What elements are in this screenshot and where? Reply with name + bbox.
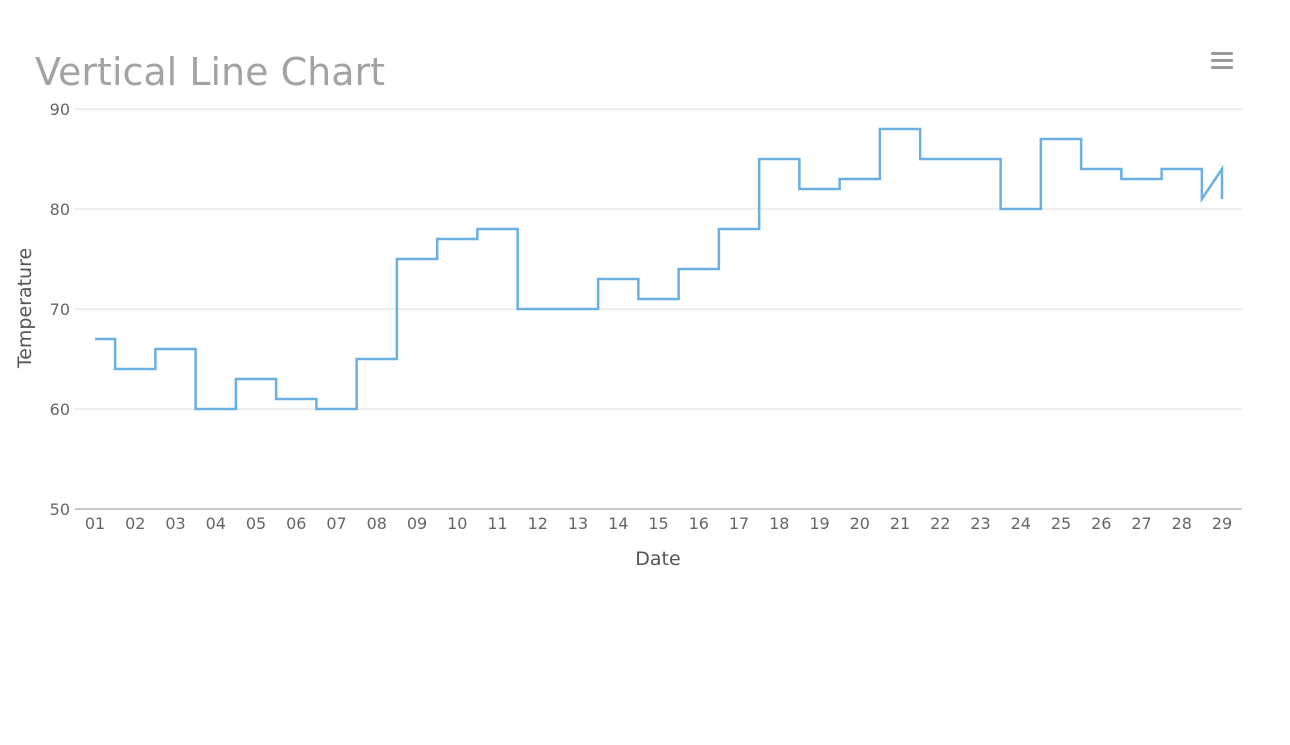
series-line — [95, 127, 1224, 411]
x-tick-label: 26 — [1091, 514, 1111, 533]
data-point[interactable] — [212, 405, 220, 413]
data-point[interactable] — [91, 335, 99, 343]
data-point[interactable] — [172, 345, 180, 353]
x-tick-label: 13 — [568, 514, 588, 533]
x-tick-label: 07 — [326, 514, 346, 533]
x-tick-label: 01 — [85, 514, 105, 533]
y-axis-ticks: 50 60 70 80 90 — [50, 100, 70, 519]
data-point[interactable] — [574, 305, 582, 313]
y-tick-label: 60 — [50, 400, 70, 419]
data-point[interactable] — [896, 125, 904, 133]
hamburger-menu-icon — [1211, 52, 1233, 55]
x-tick-label: 02 — [125, 514, 145, 533]
x-tick-label: 14 — [608, 514, 628, 533]
data-point[interactable] — [936, 155, 944, 163]
data-point[interactable] — [1218, 195, 1226, 203]
grid-lines — [75, 108, 1242, 510]
data-point[interactable] — [1017, 205, 1025, 213]
x-tick-label: 12 — [528, 514, 548, 533]
y-axis-label: Temperature — [14, 248, 36, 369]
data-point[interactable] — [131, 365, 139, 373]
x-tick-label: 11 — [487, 514, 507, 533]
x-tick-label: 06 — [286, 514, 306, 533]
data-point[interactable] — [534, 305, 542, 313]
hamburger-menu-icon-line-2 — [1211, 59, 1233, 62]
x-tick-label: 03 — [165, 514, 185, 533]
x-tick-label: 29 — [1212, 514, 1232, 533]
data-point[interactable] — [775, 155, 783, 163]
y-tick-label: 80 — [50, 200, 70, 219]
data-point[interactable] — [1178, 165, 1186, 173]
data-point[interactable] — [1097, 165, 1105, 173]
data-point[interactable] — [413, 255, 421, 263]
series-temperature — [91, 125, 1226, 413]
data-point[interactable] — [655, 295, 663, 303]
chart-title: Vertical Line Chart — [35, 50, 386, 94]
x-tick-label: 16 — [689, 514, 709, 533]
x-axis-ticks: 01 02 03 04 05 06 07 08 09 10 11 12 13 14 15 16 17 18 19 20… — [85, 514, 1232, 533]
data-point[interactable] — [453, 235, 461, 243]
data-point[interactable] — [695, 265, 703, 273]
x-tick-label: 19 — [809, 514, 829, 533]
y-tick-label: 90 — [50, 100, 70, 119]
data-point[interactable] — [494, 225, 502, 233]
x-tick-label: 23 — [970, 514, 990, 533]
hamburger-menu-icon-line-3 — [1211, 66, 1233, 69]
data-point[interactable] — [373, 355, 381, 363]
x-tick-label: 10 — [447, 514, 467, 533]
x-tick-label: 18 — [769, 514, 789, 533]
x-tick-label: 05 — [246, 514, 266, 533]
data-point[interactable] — [1057, 135, 1065, 143]
data-point[interactable] — [977, 155, 985, 163]
x-tick-label: 22 — [930, 514, 950, 533]
data-point[interactable] — [735, 225, 743, 233]
y-tick-label: 70 — [50, 300, 70, 319]
x-tick-label: 25 — [1051, 514, 1071, 533]
data-point[interactable] — [614, 275, 622, 283]
data-point[interactable] — [816, 185, 824, 193]
data-point[interactable] — [333, 405, 341, 413]
data-point[interactable] — [292, 395, 300, 403]
menu-button[interactable] — [1210, 51, 1234, 71]
x-tick-label: 08 — [367, 514, 387, 533]
y-tick-label: 50 — [50, 500, 70, 519]
x-tick-label: 28 — [1172, 514, 1192, 533]
x-tick-label: 24 — [1011, 514, 1031, 533]
x-tick-label: 17 — [729, 514, 749, 533]
x-tick-label: 21 — [890, 514, 910, 533]
x-tick-label: 20 — [850, 514, 870, 533]
data-point[interactable] — [252, 375, 260, 383]
x-tick-label: 27 — [1131, 514, 1151, 533]
data-point[interactable] — [856, 175, 864, 183]
x-tick-label: 04 — [206, 514, 226, 533]
x-tick-label: 09 — [407, 514, 427, 533]
x-tick-label: 15 — [648, 514, 668, 533]
x-axis-label: Date — [635, 548, 680, 570]
data-point[interactable] — [1138, 175, 1146, 183]
